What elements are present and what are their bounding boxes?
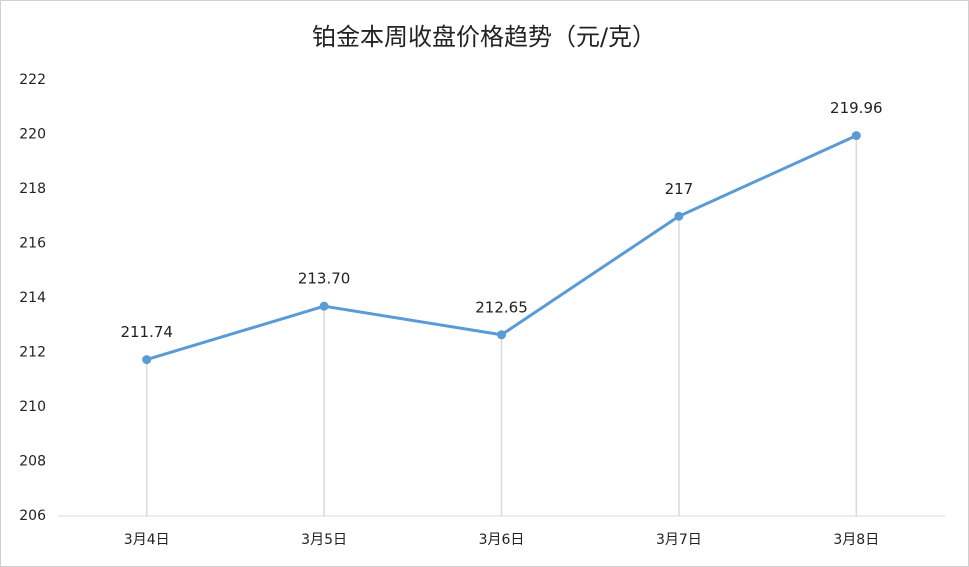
data-label: 213.70 [298,270,351,288]
data-label: 212.65 [475,298,528,316]
y-tick-label: 206 [19,508,46,524]
x-tick-label: 3月8日 [833,532,879,548]
point [319,301,329,311]
chart-title: 铂金本周收盘价格趋势（元/克） [312,23,656,51]
data-label: 211.74 [120,323,173,341]
x-tick-label: 3月4日 [124,532,170,548]
y-tick-label: 220 [19,127,46,143]
point [851,131,861,141]
x-tick-label: 3月6日 [479,532,525,548]
x-tick-label: 3月5日 [301,532,347,548]
y-tick-label: 214 [19,290,46,306]
data-label: 219.96 [830,99,883,117]
y-tick-label: 216 [19,236,46,252]
y-tick-label: 222 [19,72,46,88]
y-tick-label: 218 [19,181,46,197]
data-label: 217 [665,180,694,198]
y-tick-label: 208 [19,454,46,470]
point [497,330,506,340]
y-tick-label: 210 [19,399,46,415]
point [674,211,684,221]
y-tick-label: 212 [19,345,46,361]
point [142,355,152,365]
x-tick-label: 3月7日 [656,532,702,548]
